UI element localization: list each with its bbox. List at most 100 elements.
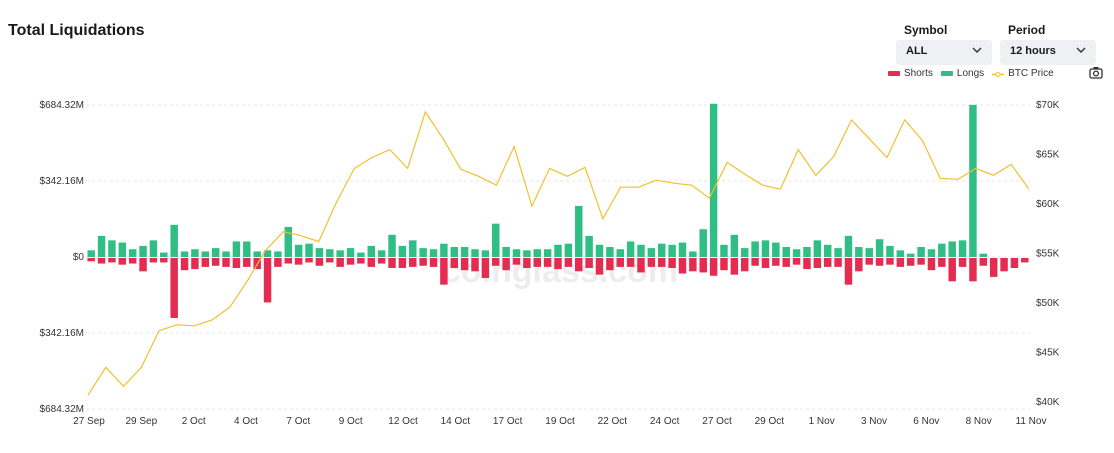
shorts-bar — [336, 258, 344, 267]
shorts-bar — [699, 258, 707, 273]
btc-price-swatch — [992, 70, 1005, 77]
shorts-bar — [346, 258, 355, 265]
longs-bar — [906, 253, 915, 257]
y-left-tick-label: $0 — [73, 252, 85, 263]
longs-bar — [481, 250, 490, 257]
period-select[interactable]: 12 hours — [1000, 40, 1096, 65]
legend-label-longs: Longs — [956, 68, 985, 79]
shorts-bar — [450, 258, 458, 268]
symbol-select[interactable]: ALL — [896, 40, 992, 65]
x-tick-label: 27 Sep — [73, 416, 105, 427]
shorts-bar — [305, 258, 313, 263]
longs-bar — [191, 249, 199, 257]
camera-icon[interactable] — [1089, 66, 1103, 84]
y-right-tick-label: $45K — [1036, 348, 1060, 359]
longs-bar — [367, 245, 376, 257]
shorts-bar — [512, 258, 521, 265]
shorts-bar — [772, 258, 780, 266]
longs-bar — [689, 251, 697, 257]
legend-item-shorts[interactable]: Shorts — [888, 68, 933, 79]
shorts-bar — [180, 258, 189, 271]
shorts-bar — [938, 258, 946, 267]
longs-bar — [647, 248, 656, 257]
longs-bar — [554, 244, 562, 257]
longs-bar — [118, 242, 127, 257]
longs-bar — [160, 252, 168, 257]
longs-bar — [564, 243, 573, 257]
shorts-bar — [564, 258, 573, 267]
shorts-bar — [481, 258, 490, 278]
shorts-bar — [149, 258, 158, 263]
y-right-tick-label: $70K — [1036, 100, 1060, 111]
y-left-tick-label: $342.16M — [40, 328, 84, 339]
shorts-bar — [886, 258, 894, 265]
longs-bar — [346, 248, 355, 257]
longs-bar — [388, 234, 396, 257]
legend-item-btc-price[interactable]: BTC Price — [992, 68, 1054, 79]
x-tick-label: 14 Oct — [441, 416, 471, 427]
y-left-tick-label: $684.32M — [40, 100, 84, 111]
longs-bar — [803, 247, 811, 257]
x-tick-label: 29 Oct — [755, 416, 785, 427]
longs-bar — [274, 251, 282, 257]
x-tick-label: 4 Oct — [234, 416, 258, 427]
shorts-bar — [191, 258, 199, 270]
shorts-bar — [118, 258, 127, 265]
shorts-bar — [751, 258, 759, 266]
legend-label-shorts: Shorts — [904, 68, 933, 79]
longs-bar — [222, 251, 230, 257]
symbol-label: Symbol — [904, 23, 948, 37]
longs-bar — [201, 251, 210, 257]
shorts-bar — [87, 258, 95, 262]
shorts-bar — [906, 258, 915, 266]
shorts-bar — [792, 258, 801, 265]
x-tick-label: 6 Nov — [913, 416, 939, 427]
longs-bar — [699, 229, 707, 257]
longs-bar — [492, 223, 500, 257]
longs-bar — [263, 250, 272, 257]
longs-bar — [533, 249, 541, 257]
longs-bar — [740, 248, 749, 257]
longs-swatch — [940, 71, 953, 76]
longs-bar — [637, 244, 645, 257]
left-axis-ticks: $684.32M $342.16M $0 $342.16M $684.32M — [40, 100, 85, 415]
longs-bar — [616, 249, 624, 257]
longs-bar — [512, 249, 521, 257]
shorts-bar — [97, 258, 106, 264]
shorts-bar — [813, 258, 822, 268]
y-left-tick-label: $684.32M — [40, 404, 84, 415]
longs-bar — [97, 235, 106, 257]
longs-bar — [357, 252, 365, 257]
longs-bar — [253, 251, 261, 257]
shorts-bar — [844, 258, 853, 285]
y-right-tick-label: $55K — [1036, 249, 1060, 260]
longs-bar — [305, 243, 313, 257]
shorts-bar — [160, 258, 168, 263]
x-tick-label: 2 Oct — [182, 416, 206, 427]
shorts-bar — [606, 258, 614, 271]
longs-bar — [128, 249, 137, 257]
y-right-tick-label: $65K — [1036, 150, 1060, 161]
x-tick-label: 3 Nov — [861, 416, 887, 427]
longs-bar — [336, 250, 344, 257]
longs-bar — [284, 227, 293, 257]
x-tick-label: 9 Oct — [339, 416, 363, 427]
shorts-bar — [533, 258, 541, 267]
shorts-bar — [1000, 258, 1008, 272]
longs-bar — [979, 253, 988, 257]
longs-bar — [211, 248, 220, 257]
shorts-bar — [128, 258, 137, 264]
shorts-bar — [823, 258, 832, 267]
shorts-bar — [294, 258, 303, 265]
shorts-bar — [875, 258, 884, 266]
longs-bar — [761, 240, 770, 257]
longs-bar — [834, 248, 842, 257]
btc-price-line-group — [87, 110, 1030, 396]
longs-bar — [855, 247, 863, 257]
shorts-bar — [377, 258, 386, 264]
longs-bar — [149, 240, 158, 257]
longs-bar — [626, 241, 635, 257]
legend-item-longs[interactable]: Longs — [940, 68, 985, 79]
shorts-bar — [782, 258, 790, 267]
